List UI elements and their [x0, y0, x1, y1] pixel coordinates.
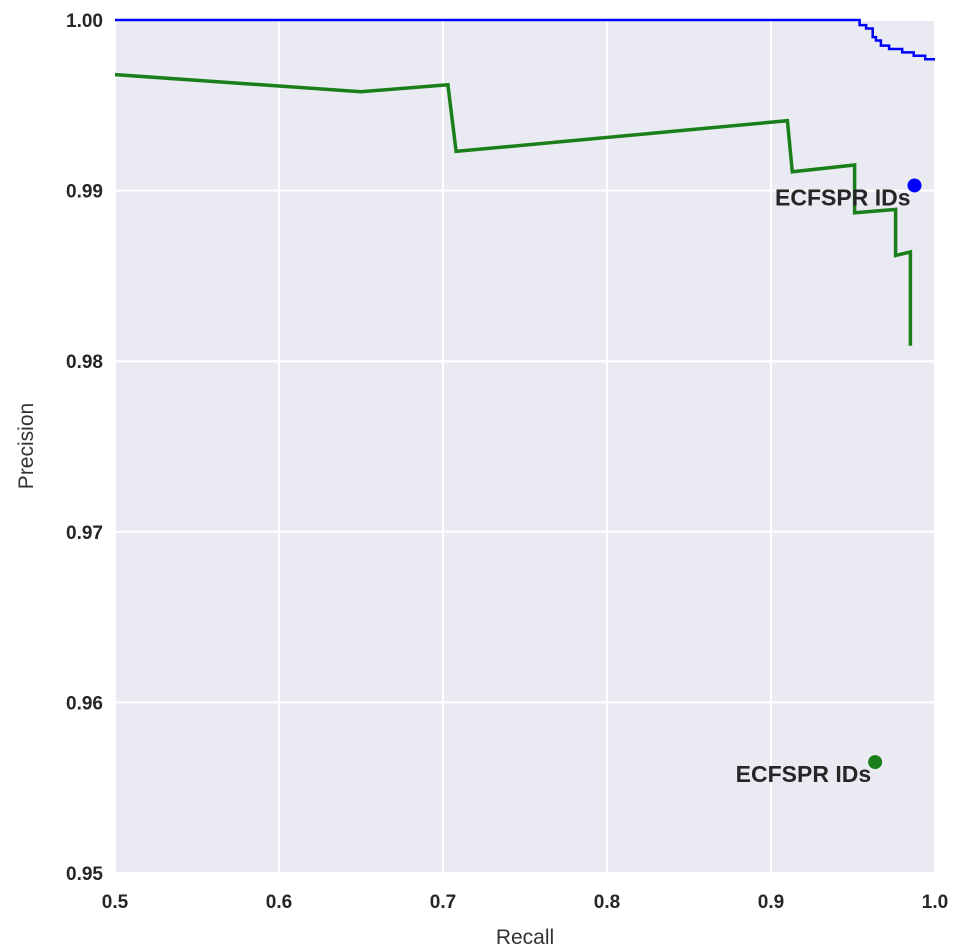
- series-line: [114, 72, 913, 346]
- points-layer: ECFSPR IDs ECFSPR IDs: [736, 178, 922, 787]
- x-axis-title: Recall: [496, 926, 554, 949]
- x-tick-label: 1.0: [922, 892, 948, 913]
- y-tick-label: 1.00: [66, 11, 103, 32]
- x-tick-label: 0.6: [266, 892, 292, 913]
- plot-background: [115, 20, 935, 873]
- x-tick-label: 0.8: [594, 892, 620, 913]
- y-axis-title: Precision: [15, 403, 38, 489]
- y-tick-label: 0.98: [66, 352, 103, 373]
- x-tick-label: 0.5: [102, 892, 129, 913]
- y-tick-label: 0.95: [66, 864, 103, 885]
- x-tick-labels: 0.5 0.6 0.7 0.8 0.9 1.0: [102, 892, 948, 913]
- series-line: [115, 18, 935, 61]
- data-point: [907, 178, 922, 193]
- series-layer: [114, 18, 935, 346]
- data-point: [868, 755, 883, 770]
- y-tick-label: 0.99: [66, 182, 103, 203]
- point-label: ECFSPR IDs: [736, 761, 871, 787]
- y-tick-label: 0.97: [66, 523, 103, 544]
- x-tick-label: 0.9: [758, 892, 784, 913]
- y-tick-labels: 0.95 0.96 0.97 0.98 0.99 1.00: [66, 11, 103, 885]
- point-label: ECFSPR IDs: [775, 184, 910, 210]
- x-tick-label: 0.7: [430, 892, 456, 913]
- y-tick-label: 0.96: [66, 693, 103, 714]
